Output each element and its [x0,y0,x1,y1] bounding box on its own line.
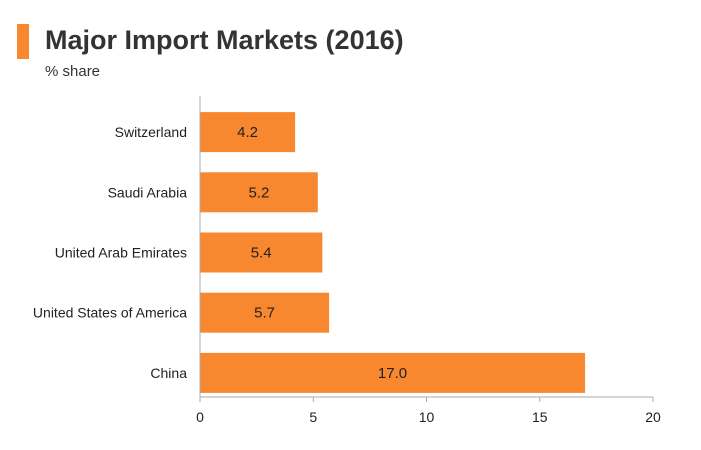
bar-china [200,352,586,393]
value-label: 17.0 [378,365,407,382]
bars-group [200,112,586,393]
x-tick-label: 15 [532,409,548,425]
bar-united-states-of-america [200,292,330,333]
title-accent-bar [17,24,29,59]
labels-group: 4.2 Switzerland 5.2 Saudi Arabia 5.4 United A… [33,124,661,425]
category-label: Saudi Arabia [108,184,188,200]
value-label: 5.7 [254,305,275,322]
x-tick-label: 5 [309,409,317,425]
bar-switzerland [200,112,296,153]
chart-title: Major Import Markets (2016) [45,25,404,55]
category-label: United States of America [33,305,187,321]
value-label: 4.2 [237,124,258,141]
value-label: 5.4 [251,245,272,262]
chart-subtitle: % share [45,63,101,80]
x-tick-label: 20 [645,409,661,425]
bar-saudi-arabia [200,172,318,213]
x-tick-label: 10 [419,409,435,425]
category-label: United Arab Emirates [55,245,187,261]
value-label: 5.2 [248,184,269,201]
x-tick-label: 0 [196,409,204,425]
axes-group [199,96,654,402]
category-label: China [150,365,187,381]
bar-united-arab-emirates [200,232,323,273]
category-label: Switzerland [115,124,187,140]
